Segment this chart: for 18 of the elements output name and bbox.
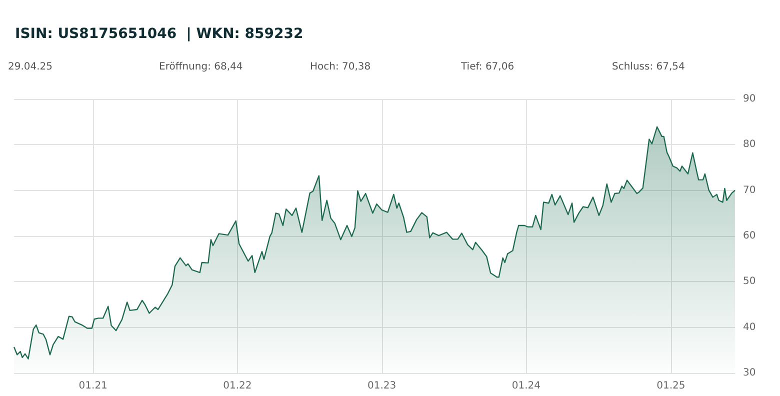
text: 29.04.25 (8, 62, 53, 72)
x-tick-label: 01.25 (656, 380, 686, 392)
y-tick-label: 80 (743, 139, 756, 150)
text: Hoch: 70,38 (310, 62, 371, 72)
text: Tief: 67,06 (460, 62, 514, 72)
text: Schluss: 67,54 (612, 62, 685, 72)
x-tick-label: 01.21 (78, 380, 108, 392)
y-tick-label: 30 (743, 368, 756, 378)
y-tick-label: 40 (743, 322, 756, 333)
x-tick-label: 01.24 (512, 380, 540, 392)
x-tick-label: 01.22 (223, 380, 252, 392)
chart-subtitle: ISIN: US8175651046 | WKN: 859232 (15, 26, 304, 42)
y-tick-label: 90 (743, 94, 756, 104)
x-tick-label: 01.23 (367, 380, 396, 392)
text: Eröffnung: 68,44 (159, 62, 243, 72)
y-tick-label: 60 (743, 230, 756, 242)
y-tick-label: 70 (743, 184, 756, 196)
y-tick-label: 50 (743, 276, 756, 288)
